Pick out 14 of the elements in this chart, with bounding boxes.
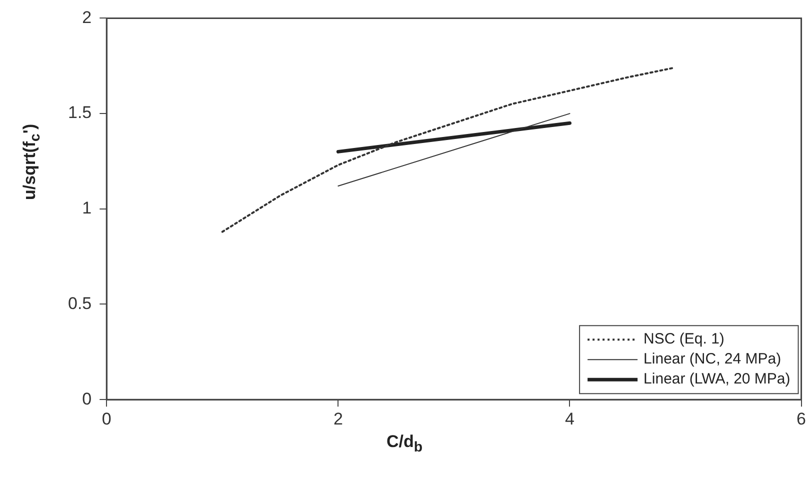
y-tick-label: 2 (82, 8, 92, 27)
x-tick-label: 0 (102, 409, 112, 428)
y-tick-label: 1 (82, 198, 92, 218)
x-tick-label: 6 (796, 409, 806, 428)
legend-label: NSC (Eq. 1) (644, 330, 724, 348)
y-tick-label: 0 (82, 389, 92, 408)
line-series (221, 66, 675, 233)
x-tick-label: 4 (564, 409, 574, 428)
x-tick-label: 2 (333, 409, 343, 428)
y-tick-label: 1.5 (68, 103, 92, 122)
x-axis-title: C/d$_{b}$ (385, 432, 424, 456)
legend-label: Linear (NC, 24 MPa) (644, 350, 782, 368)
y-tick-label: 0.5 (68, 294, 92, 313)
legend-label: Linear (LWA, 20 MPa) (644, 370, 790, 388)
